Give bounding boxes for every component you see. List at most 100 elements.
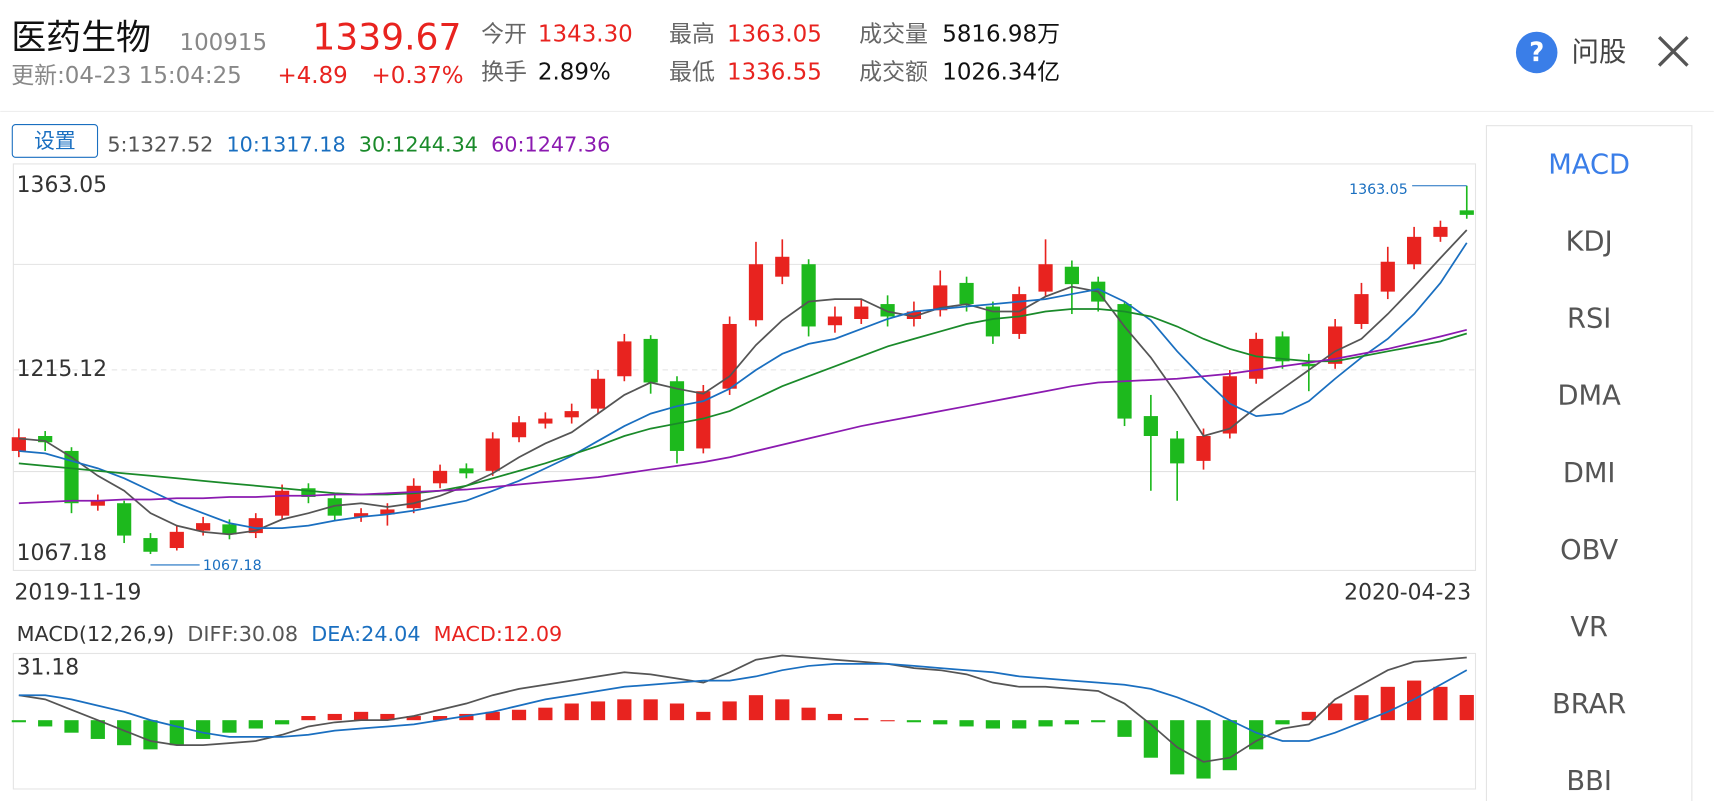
macd-bar xyxy=(1354,695,1369,721)
macd-bar xyxy=(827,713,843,721)
macd-legend: MACD:12.09 xyxy=(434,622,563,646)
macd-bar xyxy=(90,720,105,739)
macd-bar xyxy=(722,701,737,721)
candle-body xyxy=(538,418,553,424)
macd-title: MACD(12,26,9) xyxy=(17,622,175,646)
ma-legend: 30:1244.34 xyxy=(359,132,478,156)
macd-bar xyxy=(301,716,316,721)
candle-body xyxy=(643,338,658,383)
candle-body xyxy=(117,503,132,536)
help-mark[interactable]: ? xyxy=(1529,38,1544,68)
candle-body xyxy=(801,264,816,327)
candle-body xyxy=(459,468,474,474)
stat-label: 今开 xyxy=(481,21,527,47)
candle-body xyxy=(827,316,843,326)
price: 1339.67 xyxy=(312,16,461,58)
settings-label[interactable]: 设置 xyxy=(34,129,76,153)
macd-bar xyxy=(1038,720,1053,727)
macd-bar xyxy=(1222,720,1237,771)
candle-body xyxy=(196,523,211,531)
stat-label: 最低 xyxy=(669,60,715,86)
candle-body xyxy=(775,256,790,277)
candle-body xyxy=(1459,210,1474,215)
candle-body xyxy=(1380,261,1395,292)
candle-body xyxy=(1433,226,1448,237)
stat-value: 1343.30 xyxy=(538,21,633,47)
index-name: 医药生物 xyxy=(11,18,151,58)
ask-button[interactable]: 问股 xyxy=(1572,37,1627,68)
change-pct: +0.37% xyxy=(372,63,464,89)
macd-bar xyxy=(985,720,1001,729)
indicator-tab[interactable]: VR xyxy=(1570,612,1608,643)
settings-button[interactable] xyxy=(11,124,99,158)
macd-bar xyxy=(64,720,79,733)
macd-bar xyxy=(906,720,922,723)
indicator-tab[interactable]: BBI xyxy=(1566,766,1612,797)
indicator-tab[interactable]: BRAR xyxy=(1552,689,1626,720)
candle-body xyxy=(275,490,290,516)
stat-value: 2.89% xyxy=(538,60,611,86)
y-tick-label: 1363.05 xyxy=(17,173,107,198)
candle-body xyxy=(1301,363,1316,367)
candle-body xyxy=(143,538,158,552)
stat-value: 1336.55 xyxy=(727,60,822,86)
close-button[interactable] xyxy=(1657,35,1689,67)
macd-bar xyxy=(1407,680,1422,721)
macd-bar xyxy=(1091,720,1106,723)
candle-body xyxy=(854,306,869,320)
candle-body xyxy=(432,470,448,484)
y-tick-label: 1215.12 xyxy=(17,357,107,382)
macd-bar xyxy=(1328,703,1343,721)
macd-bar xyxy=(854,718,869,721)
help-icon[interactable] xyxy=(1515,31,1558,74)
ma-legend: 5:1327.52 xyxy=(107,132,213,156)
macd-bar xyxy=(169,720,184,746)
candle-body xyxy=(906,311,922,320)
macd-line xyxy=(18,654,1467,763)
price-panel xyxy=(12,163,1477,571)
update-time: 更新:04-23 15:04:25 xyxy=(11,63,242,89)
candle-body xyxy=(1249,338,1264,379)
macd-bar xyxy=(432,716,448,721)
candle-body xyxy=(748,264,764,321)
candle-body xyxy=(380,509,395,515)
macd-bar xyxy=(933,720,948,725)
macd-bar xyxy=(538,707,553,721)
candle-body xyxy=(617,341,632,377)
macd-bar xyxy=(1380,686,1395,721)
candle-body xyxy=(696,391,711,449)
candle-body xyxy=(485,438,500,471)
indicator-tab[interactable]: DMA xyxy=(1558,381,1622,412)
candle-body xyxy=(1222,376,1237,434)
candle-body xyxy=(1196,436,1211,461)
macd-bar xyxy=(275,720,290,725)
stat-value: 1026.34亿 xyxy=(942,60,1060,86)
macd-bar xyxy=(511,709,527,721)
ma-line xyxy=(18,242,1468,530)
macd-bar xyxy=(248,720,263,729)
high-annotation: 1363.05 xyxy=(1349,182,1408,198)
candle-body xyxy=(90,500,105,506)
macd-bar xyxy=(590,701,606,721)
macd-bar xyxy=(617,699,632,721)
macd-bar xyxy=(959,720,974,727)
indicator-tab[interactable]: DMI xyxy=(1563,458,1616,489)
candle-body xyxy=(590,378,606,409)
macd-bar xyxy=(1196,720,1211,779)
indicator-tab[interactable]: MACD xyxy=(1548,150,1630,181)
stat-label: 成交量 xyxy=(859,21,928,47)
indicator-tab[interactable]: RSI xyxy=(1567,304,1611,335)
macd-bar xyxy=(196,720,211,739)
change: +4.89 xyxy=(277,63,347,89)
macd-bar xyxy=(1249,720,1264,750)
indicator-tab[interactable]: OBV xyxy=(1560,535,1618,566)
candle-body xyxy=(1117,304,1132,419)
candle-body xyxy=(353,513,369,517)
candle-body xyxy=(1064,266,1079,285)
candle-body xyxy=(669,381,685,451)
indicator-tab[interactable]: KDJ xyxy=(1566,227,1613,258)
candle-body xyxy=(1275,336,1290,362)
x-tick-label: 2019-11-19 xyxy=(14,580,141,605)
macd-bar xyxy=(117,720,132,746)
low-annotation: 1067.18 xyxy=(203,558,262,574)
